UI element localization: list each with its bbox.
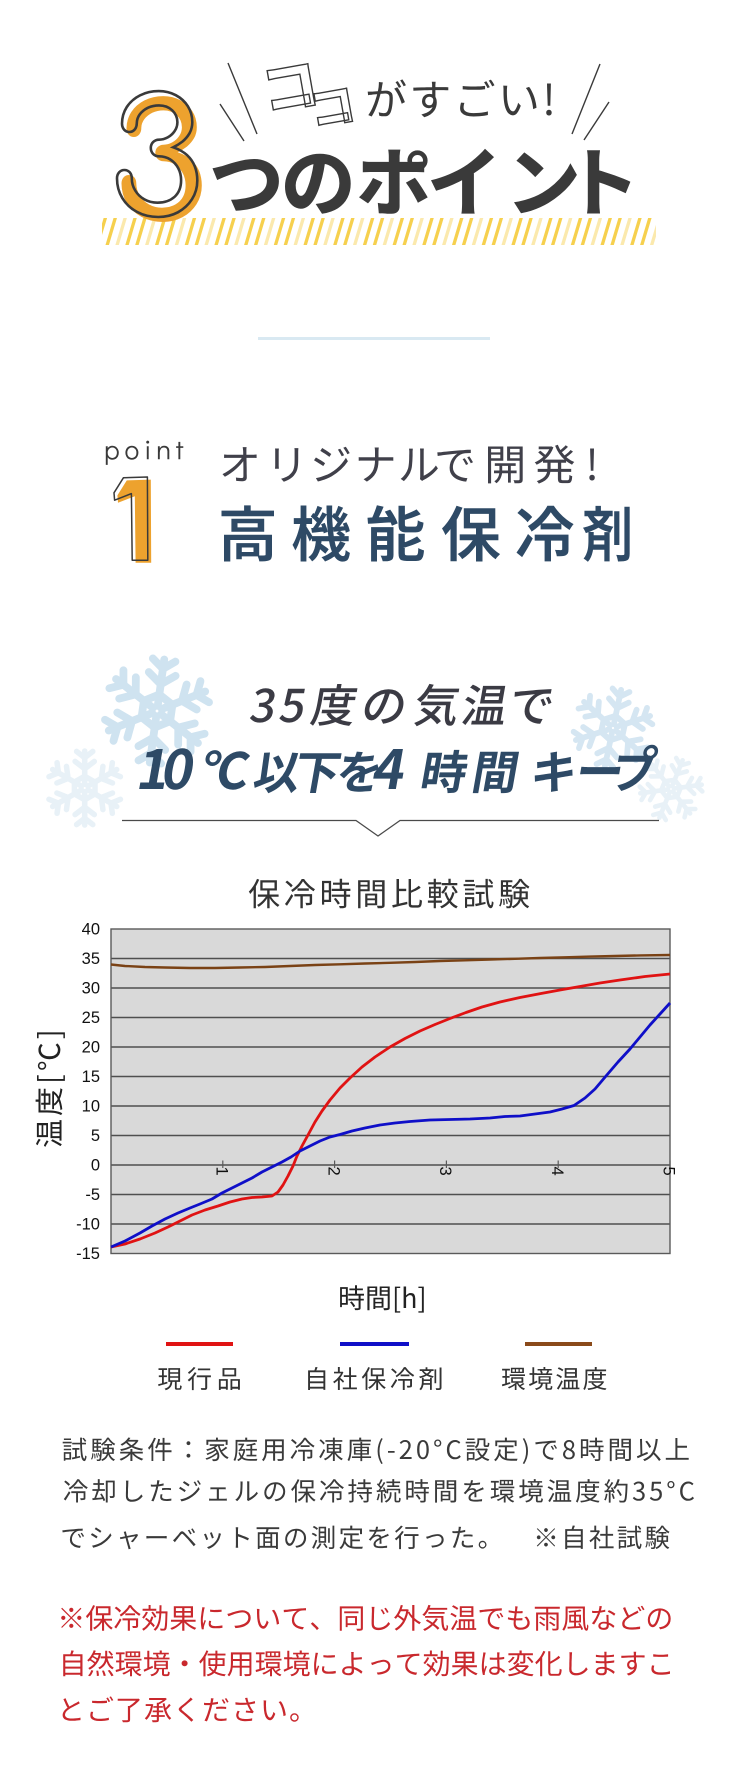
svg-text:5: 5 xyxy=(91,1127,100,1145)
svg-text:5: 5 xyxy=(660,1167,678,1176)
svg-text:35: 35 xyxy=(82,950,100,968)
svg-text:0: 0 xyxy=(91,1157,100,1175)
svg-text:2: 2 xyxy=(324,1167,342,1176)
svg-text:-15: -15 xyxy=(76,1245,100,1263)
svg-text:30: 30 xyxy=(82,980,100,998)
svg-text:-5: -5 xyxy=(85,1186,100,1204)
svg-text:10: 10 xyxy=(82,1098,100,1116)
svg-text:20: 20 xyxy=(82,1039,100,1057)
svg-text:15: 15 xyxy=(82,1068,100,1086)
svg-text:-10: -10 xyxy=(76,1216,100,1234)
svg-text:40: 40 xyxy=(82,921,100,939)
svg-text:3: 3 xyxy=(436,1167,454,1176)
svg-text:1: 1 xyxy=(213,1167,231,1176)
svg-text:25: 25 xyxy=(82,1009,100,1027)
svg-text:4: 4 xyxy=(548,1167,566,1176)
